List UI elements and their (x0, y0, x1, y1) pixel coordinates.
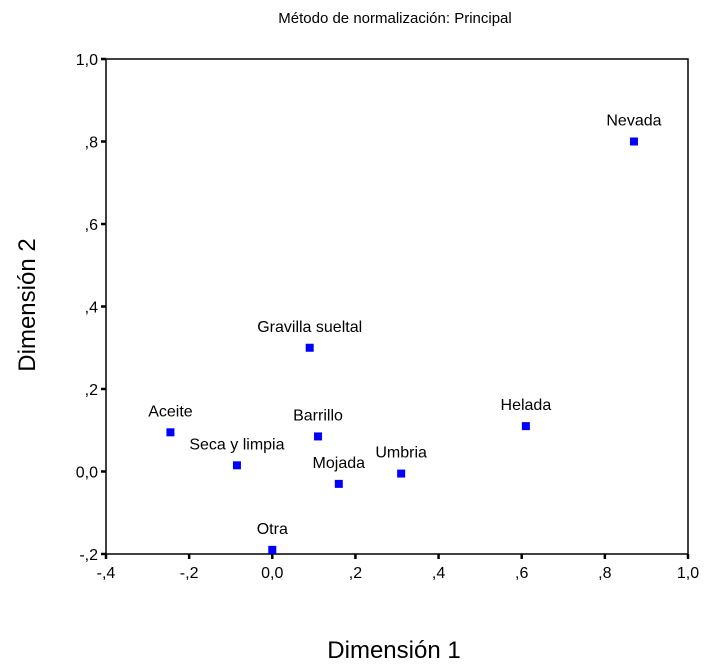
data-point-marker (397, 469, 406, 478)
chart-subtitle: Método de normalización: Principal (278, 10, 511, 27)
y-axis: -,2 0,0 ,2 ,4 ,6 ,8 1,0 (76, 52, 106, 564)
x-tick-label: ,2 (349, 565, 362, 582)
y-tick-label: -,2 (79, 547, 98, 564)
data-point-label: Helada (501, 397, 552, 414)
y-tick-label: ,2 (85, 382, 98, 399)
data-point-label: Aceite (148, 403, 193, 420)
y-tick-label: 1,0 (76, 52, 98, 69)
data-point-label: Barrillo (293, 407, 343, 424)
data-point-label: Otra (257, 521, 288, 538)
y-axis-title: Dimensión 2 (14, 238, 41, 371)
y-tick-label: ,4 (85, 300, 98, 317)
data-point-marker (314, 432, 323, 441)
y-tick-label: ,6 (85, 217, 98, 234)
x-tick-label: -,2 (180, 565, 199, 582)
x-tick-label: -,4 (97, 565, 116, 582)
data-point-marker (166, 428, 175, 437)
plot-frame (105, 58, 689, 555)
y-tick-label: ,8 (85, 135, 98, 152)
data-point-marker (232, 461, 241, 470)
data-points: Nevada Gravilla sueltal Helada Aceite Barril… (148, 113, 662, 554)
data-point-label: Nevada (606, 113, 661, 130)
x-tick-label: ,6 (515, 565, 528, 582)
x-tick-label: ,8 (598, 565, 611, 582)
data-point-label: Umbria (375, 445, 427, 462)
data-point-marker (629, 137, 638, 146)
x-tick-label: ,4 (432, 565, 445, 582)
x-axis-title: Dimensión 1 (327, 637, 460, 664)
y-tick-label: 0,0 (76, 465, 98, 482)
data-point-label: Seca y limpia (189, 436, 284, 453)
data-point-marker (521, 422, 530, 431)
x-tick-label: 0,0 (261, 565, 283, 582)
data-point-marker (334, 479, 343, 488)
x-tick-label: 1,0 (677, 565, 699, 582)
x-axis: -,4 -,2 0,0 ,2 ,4 ,6 ,8 1,0 (97, 554, 699, 582)
data-point-label: Gravilla sueltal (257, 319, 362, 336)
data-point-label: Mojada (313, 455, 366, 472)
data-point-marker (305, 343, 314, 352)
data-point-marker (268, 545, 277, 554)
